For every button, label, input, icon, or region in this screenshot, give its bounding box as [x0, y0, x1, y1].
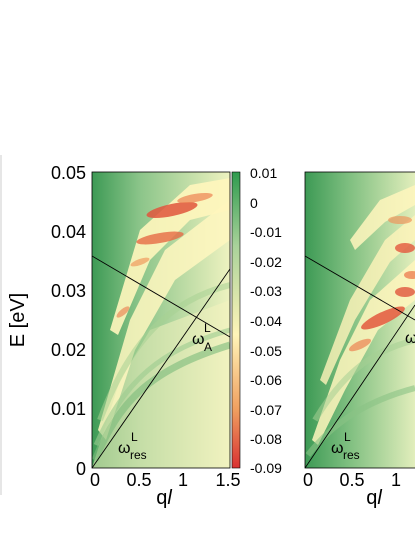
svg-text:res: res: [130, 448, 147, 462]
svg-text:L: L: [131, 430, 138, 444]
panel-1-y-tick: 0.03: [51, 281, 86, 301]
panel-1-y-tick: 0.04: [51, 222, 86, 242]
colorbar-ticks: 0.01 0 -0.01 -0.02 -0.03 -0.04 -0.05 -0.…: [250, 165, 282, 476]
colorbar-tick: -0.09: [250, 460, 282, 476]
panel-2-heatmap-features: [305, 185, 415, 457]
panel-2: ω L res ω 0 0.5 1 ql: [303, 171, 415, 509]
panel-1-omega-res-line: [92, 268, 230, 468]
colorbar-tick: -0.01: [250, 224, 282, 240]
panel-2-omega-res-line: [305, 304, 415, 468]
colorbar: 0.01 0 -0.01 -0.02 -0.03 -0.04 -0.05 -0.…: [231, 165, 282, 476]
panel-2-annotation-omega-res: ω L res: [331, 430, 360, 462]
panel-1-x-tick: 1.5: [215, 470, 240, 490]
colorbar-gradient: [231, 171, 241, 469]
svg-text:ω: ω: [405, 330, 415, 347]
svg-text:ω: ω: [118, 440, 131, 457]
svg-text:L: L: [204, 321, 211, 335]
panel-1: ω L A ω L res E [eV] 0.05 0.04 0.03 0.02…: [7, 163, 241, 509]
panel-2-x-ticks: 0 0.5 1: [303, 470, 401, 490]
panel-1-xlabel: ql: [156, 487, 172, 509]
colorbar-tick: -0.04: [250, 313, 282, 329]
panel-2-x-tick: 0: [303, 470, 313, 490]
svg-text:ω: ω: [192, 331, 205, 348]
panel-2-annotation-omega: ω: [405, 330, 415, 347]
colorbar-tick: -0.07: [250, 402, 282, 418]
panel-1-x-tick: 0: [90, 470, 100, 490]
panel-1-y-tick: 0.01: [51, 399, 86, 419]
panel-1-x-ticks: 0 0.5 1 1.5: [90, 470, 241, 490]
colorbar-tick: 0.01: [250, 165, 277, 181]
svg-text:L: L: [344, 430, 351, 444]
panel-2-xlabel: ql: [366, 487, 382, 509]
svg-text:res: res: [343, 448, 360, 462]
colorbar-tick: -0.06: [250, 372, 282, 388]
panel-1-ylabel: E [eV]: [7, 293, 29, 347]
panel-2-frame: [304, 171, 415, 469]
panel-2-x-tick: 1: [391, 470, 401, 490]
panel-1-y-ticks: 0.05 0.04 0.03 0.02 0.01 0: [51, 163, 86, 479]
panel-1-omega-a-line: [92, 255, 230, 338]
svg-text:ω: ω: [331, 440, 344, 457]
panel-1-y-tick: 0.02: [51, 340, 86, 360]
colorbar-tick: 0: [250, 195, 258, 211]
svg-text:A: A: [204, 340, 212, 354]
panel-1-y-tick: 0: [76, 459, 86, 479]
colorbar-tick: -0.02: [250, 254, 282, 270]
panel-1-x-tick: 0.5: [126, 470, 151, 490]
panel-1-frame: [91, 171, 231, 469]
colorbar-tick: -0.08: [250, 431, 282, 447]
panel-1-x-tick: 1: [178, 470, 188, 490]
colorbar-tick: -0.03: [250, 283, 282, 299]
panel-2-omega-a-line: [305, 255, 415, 321]
panel-1-annotation-omega-a: ω L A: [192, 321, 212, 354]
panel-1-annotation-omega-res: ω L res: [118, 430, 147, 462]
panel-1-y-tick: 0.05: [51, 163, 86, 183]
panel-1-heatmap-features: [92, 178, 230, 468]
panel-2-x-tick: 0.5: [339, 470, 364, 490]
colorbar-tick: -0.05: [250, 343, 282, 359]
